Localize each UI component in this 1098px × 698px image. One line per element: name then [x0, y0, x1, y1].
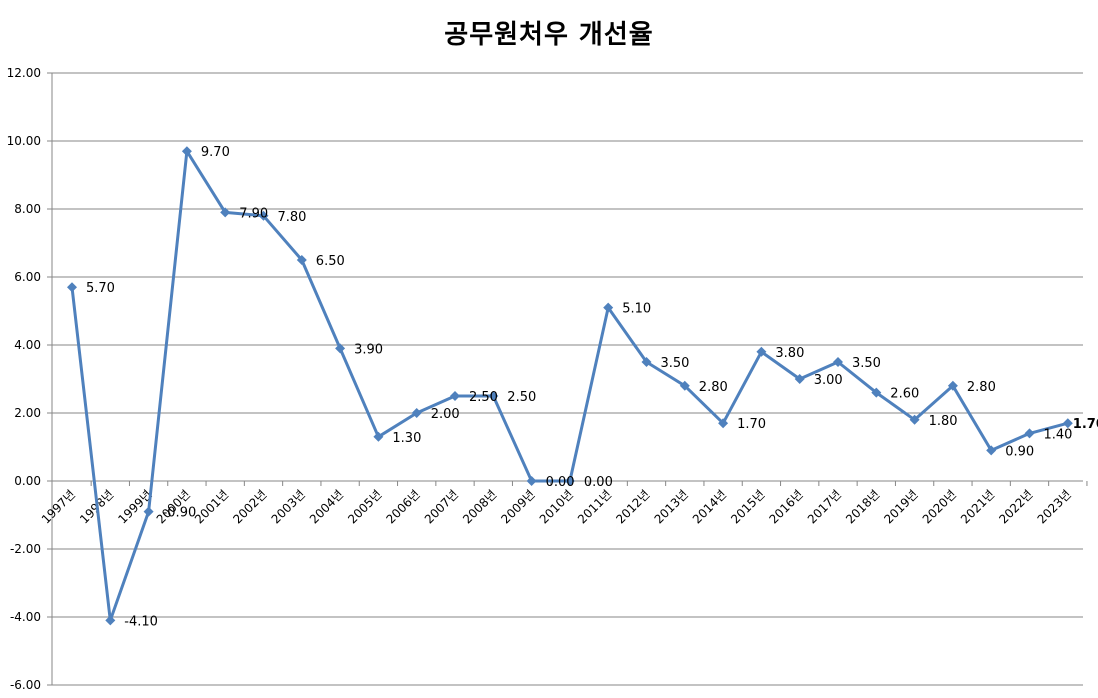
x-tick-label: 2022년 [996, 487, 1035, 526]
data-label: 0.00 [584, 475, 613, 490]
data-label: -4.10 [124, 614, 158, 629]
x-tick-label: 2016년 [767, 487, 806, 526]
data-point-marker [335, 343, 346, 354]
y-tick-label: -4.00 [10, 610, 41, 624]
data-label: 5.10 [622, 302, 651, 317]
x-tick-label: 2014년 [690, 487, 729, 526]
data-point-marker [947, 380, 958, 391]
data-label: 2.80 [699, 380, 728, 395]
y-tick-label: 0.00 [14, 474, 41, 488]
data-label: 2.00 [431, 407, 460, 422]
data-point-marker [143, 506, 154, 517]
x-tick-label: 2010년 [537, 487, 576, 526]
data-label: 5.70 [86, 281, 115, 296]
data-label: 1.70 [737, 417, 766, 432]
data-point-marker [373, 431, 384, 442]
x-tick-label: 2023년 [1035, 487, 1074, 526]
y-tick-label: 4.00 [14, 338, 41, 352]
series-markers [67, 146, 1073, 626]
data-label: 1.80 [929, 414, 958, 429]
data-label: 6.50 [316, 254, 345, 269]
data-point-marker [450, 391, 460, 401]
data-label: 0.90 [1005, 444, 1034, 459]
y-tick-label: 6.00 [14, 270, 41, 284]
axes [47, 72, 1088, 686]
data-label: 1.70 [1073, 417, 1098, 432]
x-tick-label: 2008년 [460, 487, 499, 526]
data-label: 3.50 [852, 356, 881, 371]
x-tick-label: 2006년 [384, 487, 423, 526]
gridlines [52, 72, 1083, 686]
data-label: 2.80 [967, 380, 996, 395]
x-tick-label: 2021년 [958, 487, 997, 526]
data-labels: 5.70 -4.10 -0.90 9.70 7.90 7.80 6.50 3.90 1.30 2.… [86, 145, 1098, 629]
data-point-marker [1062, 418, 1073, 429]
data-point-marker [564, 476, 575, 486]
x-tick-label: 2003년 [269, 487, 308, 526]
data-point-marker [67, 282, 77, 293]
data-point-marker [756, 346, 767, 357]
x-tick-label: 2012년 [613, 487, 652, 526]
data-point-marker [488, 391, 499, 401]
y-tick-labels: 12.00 10.00 8.00 6.00 4.00 2.00 0.00 -2.00 -4.00… [7, 66, 41, 692]
data-point-marker [526, 476, 537, 486]
chart-title: 공무원처우 개선율 [444, 20, 654, 50]
data-label: 1.40 [1044, 427, 1073, 442]
y-tick-label: 8.00 [14, 202, 41, 216]
x-tick-label: 2004년 [307, 487, 346, 526]
data-label: -0.90 [163, 506, 197, 521]
data-point-marker [220, 207, 231, 218]
data-label: 1.30 [392, 431, 421, 446]
data-label: 0.00 [546, 475, 575, 490]
data-point-marker [679, 380, 690, 391]
data-label: 2.50 [469, 390, 498, 405]
y-tick-label: -6.00 [10, 678, 41, 692]
data-point-marker [258, 210, 269, 221]
x-tick-label: 2001년 [192, 487, 231, 526]
data-point-marker [986, 445, 997, 456]
data-label: 7.90 [239, 206, 268, 221]
y-tick-label: -2.00 [10, 542, 41, 556]
data-label: 3.80 [775, 346, 804, 361]
data-label: 2.60 [890, 387, 919, 402]
x-tick-label: 2011년 [575, 487, 614, 526]
x-tick-label: 2007년 [422, 487, 461, 526]
data-point-marker [833, 357, 843, 367]
x-tick-label: 2013년 [652, 487, 691, 526]
y-tick-label: 2.00 [14, 406, 41, 420]
x-tick-label: 2002년 [230, 487, 269, 526]
x-tick-label: 2017년 [805, 487, 844, 526]
data-point-marker [181, 146, 192, 157]
y-tick-label: 12.00 [7, 66, 41, 80]
x-tick-label: 1997년 [39, 487, 78, 526]
data-label: 9.70 [201, 145, 230, 160]
data-point-marker [871, 387, 882, 398]
data-label: 2.50 [507, 390, 536, 405]
x-tick-label: 2015년 [728, 487, 767, 526]
data-point-marker [718, 418, 729, 429]
data-point-marker [603, 302, 614, 313]
data-point-marker [411, 408, 422, 418]
data-point-marker [641, 357, 652, 367]
data-point-marker [909, 414, 920, 425]
data-point-marker [105, 615, 116, 626]
x-tick-label: 2005년 [345, 487, 384, 526]
data-label: 3.90 [354, 342, 383, 357]
data-label: 3.50 [661, 356, 690, 371]
x-tick-label: 2019년 [881, 487, 920, 526]
data-label: 7.80 [278, 210, 307, 225]
x-tick-label: 2009년 [498, 487, 537, 526]
data-point-marker [1024, 428, 1035, 439]
data-point-marker [296, 255, 307, 265]
data-label: 3.00 [814, 373, 843, 388]
x-tick-label: 2020년 [920, 487, 959, 526]
y-tick-label: 10.00 [7, 134, 41, 148]
x-tick-label: 2018년 [843, 487, 882, 526]
data-point-marker [794, 374, 805, 384]
